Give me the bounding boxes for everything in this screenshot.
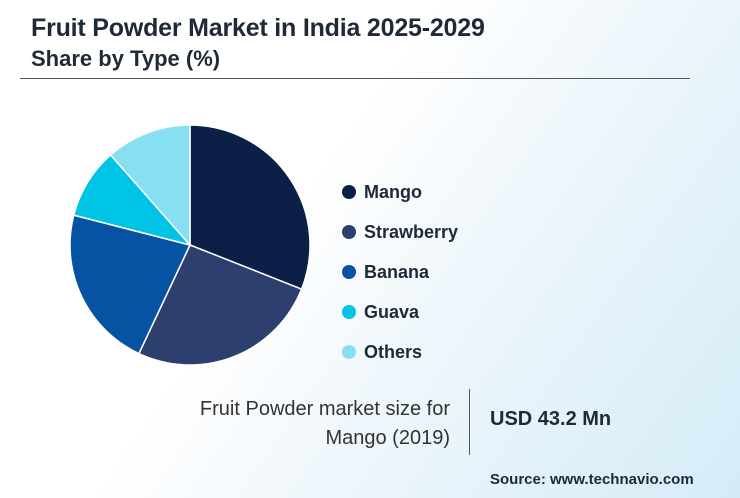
chart-title: Fruit Powder Market in India 2025-2029 (31, 14, 485, 42)
legend-item-strawberry: Strawberry (342, 212, 458, 252)
pie-slice-others (109, 124, 191, 247)
legend-item-banana: Banana (342, 252, 458, 292)
chart-legend: Mango Strawberry Banana Guava Others (342, 172, 458, 372)
market-size-label-line1: Fruit Powder market size for (199, 398, 450, 420)
legend-label: Strawberry (364, 221, 459, 242)
legend-swatch (342, 305, 356, 319)
header-divider (20, 78, 690, 79)
market-size-label-line2: Mango (2019) (325, 427, 450, 449)
market-size-divider (469, 389, 470, 455)
legend-label: Mango (364, 181, 422, 202)
legend-item-guava: Guava (342, 292, 458, 332)
market-size-label: Fruit Powder market size for Mango (2019… (150, 395, 450, 453)
chart-subtitle: Share by Type (%) (31, 46, 221, 71)
legend-swatch (342, 225, 356, 239)
legend-swatch (342, 185, 356, 199)
pie-slice-banana (69, 214, 192, 355)
legend-swatch (342, 265, 356, 279)
pie-slice-mango (189, 124, 311, 291)
legend-item-others: Others (342, 332, 458, 372)
market-size-value: USD 43.2 Mn (490, 408, 612, 430)
legend-item-mango: Mango (342, 172, 458, 212)
legend-label: Guava (364, 301, 420, 322)
legend-label: Others (364, 341, 423, 362)
legend-label: Banana (364, 261, 430, 282)
pie-slice-strawberry (137, 244, 303, 366)
source-note: Source: www.technavio.com (490, 471, 694, 488)
legend-swatch (342, 345, 356, 359)
